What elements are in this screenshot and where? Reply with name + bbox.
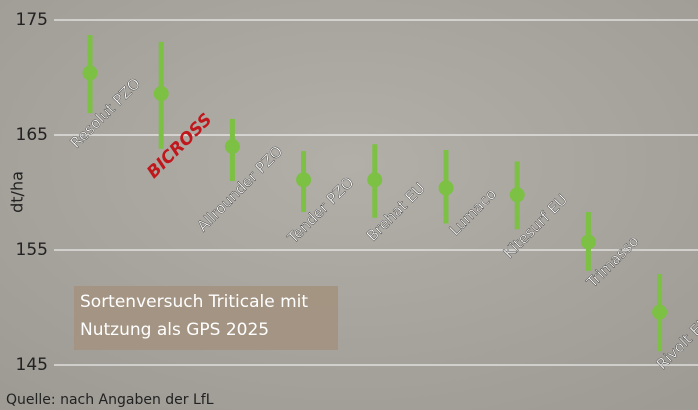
point — [652, 304, 668, 320]
point — [82, 65, 98, 81]
source: Quelle: nach Angaben der LfL — [6, 392, 214, 408]
point — [296, 172, 312, 188]
point — [224, 139, 240, 154]
y-axis-label: dt/ha — [8, 171, 27, 213]
y-tick-label: 145 — [16, 355, 48, 375]
y-tick-label: 175 — [16, 10, 48, 30]
annotation-box — [74, 286, 338, 350]
point — [367, 172, 383, 188]
point — [438, 180, 454, 196]
annotation: Sortenversuch Triticale mit — [80, 292, 308, 312]
point — [153, 86, 169, 102]
annotation: Nutzung als GPS 2025 — [80, 320, 269, 340]
y-tick-label: 165 — [16, 125, 48, 145]
y-tick-label: 155 — [16, 240, 48, 260]
point — [509, 187, 525, 203]
point — [580, 234, 596, 250]
